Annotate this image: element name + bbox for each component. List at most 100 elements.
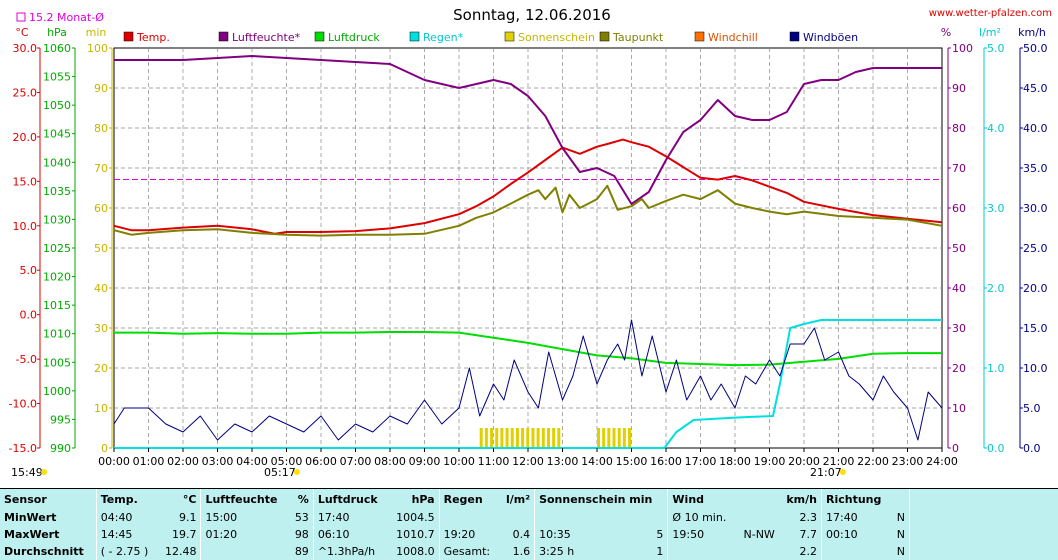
- max-temp-value: 19.7: [171, 528, 197, 541]
- x-tick-label: 03:00: [202, 455, 234, 468]
- min-sun-time: [534, 509, 633, 526]
- site-link[interactable]: www.wetter-pfalzen.com: [929, 8, 1052, 19]
- minutes-tick-label: 80: [94, 122, 108, 135]
- rain-tick-label: 2.0: [987, 282, 1005, 295]
- legend-label: Temp.: [136, 31, 170, 44]
- sunshine-bar: [479, 428, 483, 448]
- hdr-rain-unit: l/m²: [506, 492, 531, 506]
- chart-grid: [113, 47, 943, 449]
- humidity-tick-label: 40: [952, 282, 966, 295]
- avg-press-trend: ^1.3hPa/h: [312, 543, 388, 560]
- sunshine-bar: [628, 428, 632, 448]
- pressure-tick-label: 1010: [43, 328, 71, 341]
- minutes-unit-label: min: [86, 26, 107, 39]
- rain-tick-label: 3.0: [987, 202, 1005, 215]
- hdr-temp: Temp.: [95, 489, 158, 509]
- minutes-tick-label: 40: [94, 282, 108, 295]
- max-press-value: 1010.7: [396, 528, 435, 541]
- sunshine-bar: [557, 428, 561, 448]
- minutes-tick-label: 50: [94, 242, 108, 255]
- x-tick-label: 11:00: [478, 455, 510, 468]
- x-tick-label: 12:00: [512, 455, 544, 468]
- sunrise-left-time: 15:49: [11, 466, 43, 479]
- stats-row-min: MinWert 04:40 9.1 15:00 53 17:40 1004.5 …: [0, 509, 1058, 526]
- statistics-table: Sensor Temp. °C Luftfeuchte % Luftdruck …: [0, 489, 1058, 560]
- humidity-tick-label: 0: [952, 442, 959, 455]
- chart-legend: Temp. Luftfeuchte* Luftdruck Regen* Sonnensc…: [123, 31, 858, 44]
- sunset-icon: [840, 469, 846, 475]
- x-tick-label: 17:00: [685, 455, 717, 468]
- temp-tick-label: 25.0: [13, 86, 38, 99]
- max-hum-value: 98: [294, 528, 309, 541]
- x-tick-label: 09:00: [409, 455, 441, 468]
- wind-unit-label: km/h: [1018, 26, 1046, 39]
- rain-line: [114, 319, 942, 449]
- legend-swatch: [599, 31, 610, 42]
- max-wind-direction: N-NW: [743, 528, 775, 541]
- avg-wind-value: 2.2: [799, 545, 817, 558]
- rain-tick-label: 4.0: [987, 122, 1005, 135]
- avg-temp-value: 12.48: [164, 545, 197, 558]
- x-tick-label: 16:00: [650, 455, 682, 468]
- hdr-dir: Richtung: [820, 489, 892, 509]
- sunrise-time: 05:17: [264, 466, 296, 479]
- statistics-panel: Sensor Temp. °C Luftfeuchte % Luftdruck …: [0, 488, 1058, 560]
- wind-tick-label: 30.0: [1023, 202, 1048, 215]
- max-rain-value: 0.4: [512, 528, 531, 541]
- temp-tick-label: 0.0: [20, 309, 38, 322]
- sunshine-bar: [612, 428, 616, 448]
- hdr-press: Luftdruck: [312, 489, 388, 509]
- wind-tick-label: 10.0: [1023, 362, 1048, 375]
- x-tick-label: 10:00: [443, 455, 475, 468]
- max-rain-time: 19:20: [438, 526, 500, 543]
- temp-tick-label: 15.0: [13, 175, 38, 188]
- max-hum-time: 01:20: [200, 526, 289, 543]
- stats-header-row: Sensor Temp. °C Luftfeuchte % Luftdruck …: [0, 489, 1058, 509]
- minutes-tick-label: 60: [94, 202, 108, 215]
- avg-hum-note: [200, 543, 289, 560]
- x-tick-label: 15:00: [616, 455, 648, 468]
- min-press-time: 17:40: [312, 509, 388, 526]
- sunshine-bar: [602, 428, 606, 448]
- humidity-tick-label: 30: [952, 322, 966, 335]
- x-tick-label: 21:00: [823, 455, 855, 468]
- temp-tick-label: 30.0: [13, 42, 38, 55]
- x-tick-label: 14:00: [581, 455, 613, 468]
- hdr-wind-unit: km/h: [786, 492, 817, 506]
- x-tick-label: 06:00: [305, 455, 337, 468]
- hdr-hum: Luftfeuchte: [200, 489, 289, 509]
- hdr-temp-unit: °C: [182, 492, 197, 506]
- min-rain-time: [438, 509, 500, 526]
- legend-label: Luftdruck: [328, 31, 380, 44]
- rain-unit-label: l/m²: [979, 26, 1001, 39]
- sun-icon: [41, 469, 47, 475]
- wind-tick-label: 5.0: [1023, 402, 1041, 415]
- humidity-tick-label: 100: [952, 42, 973, 55]
- legend-swatch: [504, 31, 515, 42]
- max-press-time: 06:10: [312, 526, 388, 543]
- hdr-sensor: Sensor: [4, 492, 47, 506]
- x-tick-label: 13:00: [547, 455, 579, 468]
- x-tick-label: 07:00: [340, 455, 372, 468]
- temp-tick-label: -10.0: [9, 398, 37, 411]
- x-tick-label: 22:00: [857, 455, 889, 468]
- humidity-tick-label: 20: [952, 362, 966, 375]
- hdr-sun: Sonnenschein min: [534, 489, 668, 509]
- wind-tick-label: 20.0: [1023, 282, 1048, 295]
- avg-temp-note: ( - 2.75 ): [95, 543, 158, 560]
- legend-swatch: [314, 31, 325, 42]
- x-tick-label: 05:00: [271, 455, 303, 468]
- pressure-tick-label: 1025: [43, 242, 71, 255]
- stats-row-avg: Durchschnitt ( - 2.75 ) 12.48 89 ^1.3hPa…: [0, 543, 1058, 560]
- rain-tick-label: 5.0: [987, 42, 1005, 55]
- minutes-tick-label: 10: [94, 402, 108, 415]
- chart-title: Sonntag, 12.06.2016: [453, 6, 611, 24]
- pressure-tick-label: 1030: [43, 213, 71, 226]
- x-tick-label: 01:00: [133, 455, 165, 468]
- min-wind-value: 2.3: [799, 511, 817, 524]
- min-dir-value: N: [896, 511, 905, 524]
- sun-total-hours: 3:25 h: [534, 543, 633, 560]
- hdr-rain: Regen: [438, 489, 500, 509]
- avg-press-value: 1008.0: [396, 545, 435, 558]
- wind-tick-label: 45.0: [1023, 82, 1048, 95]
